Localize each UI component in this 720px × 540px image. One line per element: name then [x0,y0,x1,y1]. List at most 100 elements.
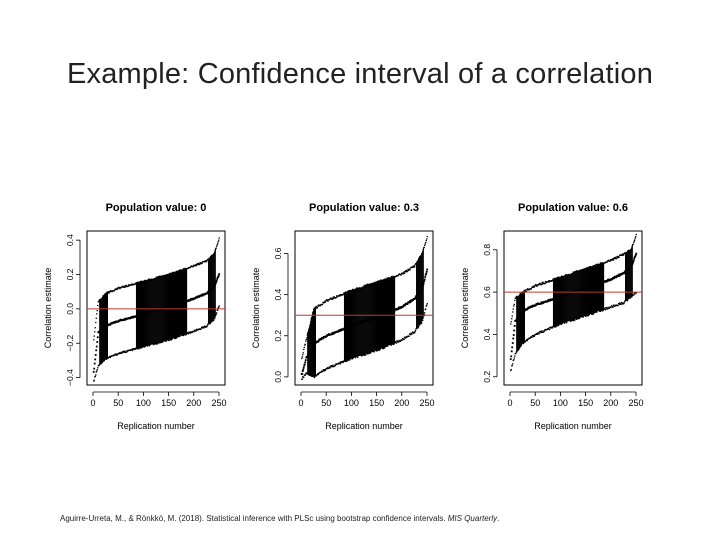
ci-lower-mark [188,331,191,333]
ci-upper-mark [535,284,538,287]
ci-upper-mark [536,285,538,288]
chart-panel-2: Population value: 0.6 0 50 100 150 200 250 Repl… [460,202,644,431]
estimate-point [408,301,411,304]
slide-title: Example: Confidence interval of a correl… [66,58,654,90]
ci-upper-mark [363,286,365,288]
ci-lower-mark [200,328,202,330]
ci-upper-mark [206,260,208,263]
ci-lower-mark [376,348,379,350]
estimate-point [624,270,627,273]
ci-upper-mark [317,305,319,307]
x-axis-label: Replication number [117,421,195,431]
chart-title: Population value: 0.3 [309,202,419,214]
ci-lower-mark [207,324,209,326]
ci-upper-mark [309,323,311,325]
ci-lower-mark [314,376,316,378]
ci-upper-mark [215,247,217,249]
ci-lower-mark [541,330,543,332]
ci-lower-mark [561,323,563,325]
estimate-point [345,326,348,328]
ci-lower-mark [342,361,344,364]
ci-upper-mark [124,285,126,287]
estimate-point [303,363,306,366]
ci-upper-mark [590,266,592,268]
ci-lower-mark [598,309,600,311]
ci-lower-mark [582,316,584,318]
x-tick-label: 250 [628,398,643,408]
ci-lower-mark [136,347,138,350]
ci-upper-mark [618,256,620,259]
estimate-point [93,367,96,370]
ci-upper-mark [204,260,206,262]
estimate-point [425,272,428,275]
ci-lower-mark [329,367,331,369]
ci-lower-mark [317,373,320,376]
ci-upper-mark [213,253,215,255]
ci-lower-mark [516,351,518,353]
ci-upper-mark [140,280,143,282]
ci-lower-mark [189,332,192,334]
ci-lower-mark [584,314,586,316]
lower-ci-markers [301,302,428,380]
ci-upper-mark [547,280,550,282]
ci-upper-mark [387,278,389,280]
ci-lower-mark [375,349,377,351]
ci-lower-mark [337,363,339,365]
ci-lower-mark [521,342,523,344]
ci-lower-mark [95,371,97,373]
ci-lower-mark [626,299,628,301]
ci-upper-mark [578,270,580,273]
estimate-point [526,307,529,310]
interval-bars [99,248,216,365]
ci-upper-mark [597,263,599,265]
estimate-point [123,319,125,321]
ci-upper-mark [201,262,203,265]
ci-upper-mark [424,243,426,245]
ci-upper-mark [206,259,208,261]
x-tick-label: 200 [186,398,201,408]
ci-upper-mark [163,275,165,278]
ci-lower-mark [549,326,551,328]
x-tick-label: 0 [507,398,512,408]
estimate-point [511,342,514,344]
ci-lower-mark [326,367,329,369]
estimate-point [390,310,393,313]
ci-upper-mark [321,303,324,306]
ci-upper-mark [93,339,95,341]
ci-lower-mark [131,349,134,352]
ci-upper-mark [209,257,211,259]
ci-upper-mark [552,278,554,280]
estimate-point [395,308,398,311]
ci-upper-mark [580,270,582,273]
ci-upper-mark [594,265,597,267]
estimate-point [535,304,537,307]
estimate-point [167,305,170,308]
estimate-point [367,319,370,322]
ci-upper-mark [390,277,392,279]
ci-lower-mark [596,311,598,313]
ci-lower-mark [612,304,615,306]
estimate-point [181,301,184,304]
ci-lower-mark [378,348,380,350]
ci-lower-mark [140,347,143,349]
ci-lower-mark [520,345,522,347]
ci-lower-mark [115,354,118,356]
estimate-point [416,293,419,296]
ci-upper-mark [411,266,414,269]
ci-upper-mark [106,291,109,293]
ci-upper-mark [563,276,565,278]
ci-upper-mark [520,293,522,295]
ci-upper-mark [335,297,337,299]
ci-upper-mark [570,274,572,276]
estimate-point [366,318,369,321]
ci-upper-mark [555,278,557,281]
ci-upper-mark [329,298,331,300]
estimate-point [317,340,320,343]
ci-upper-mark [210,255,212,258]
ci-lower-mark [563,321,565,323]
estimate-point [401,306,404,309]
ci-upper-mark [630,248,632,251]
ci-upper-mark [178,269,180,272]
ci-upper-mark [419,256,421,258]
estimate-point [392,309,395,311]
